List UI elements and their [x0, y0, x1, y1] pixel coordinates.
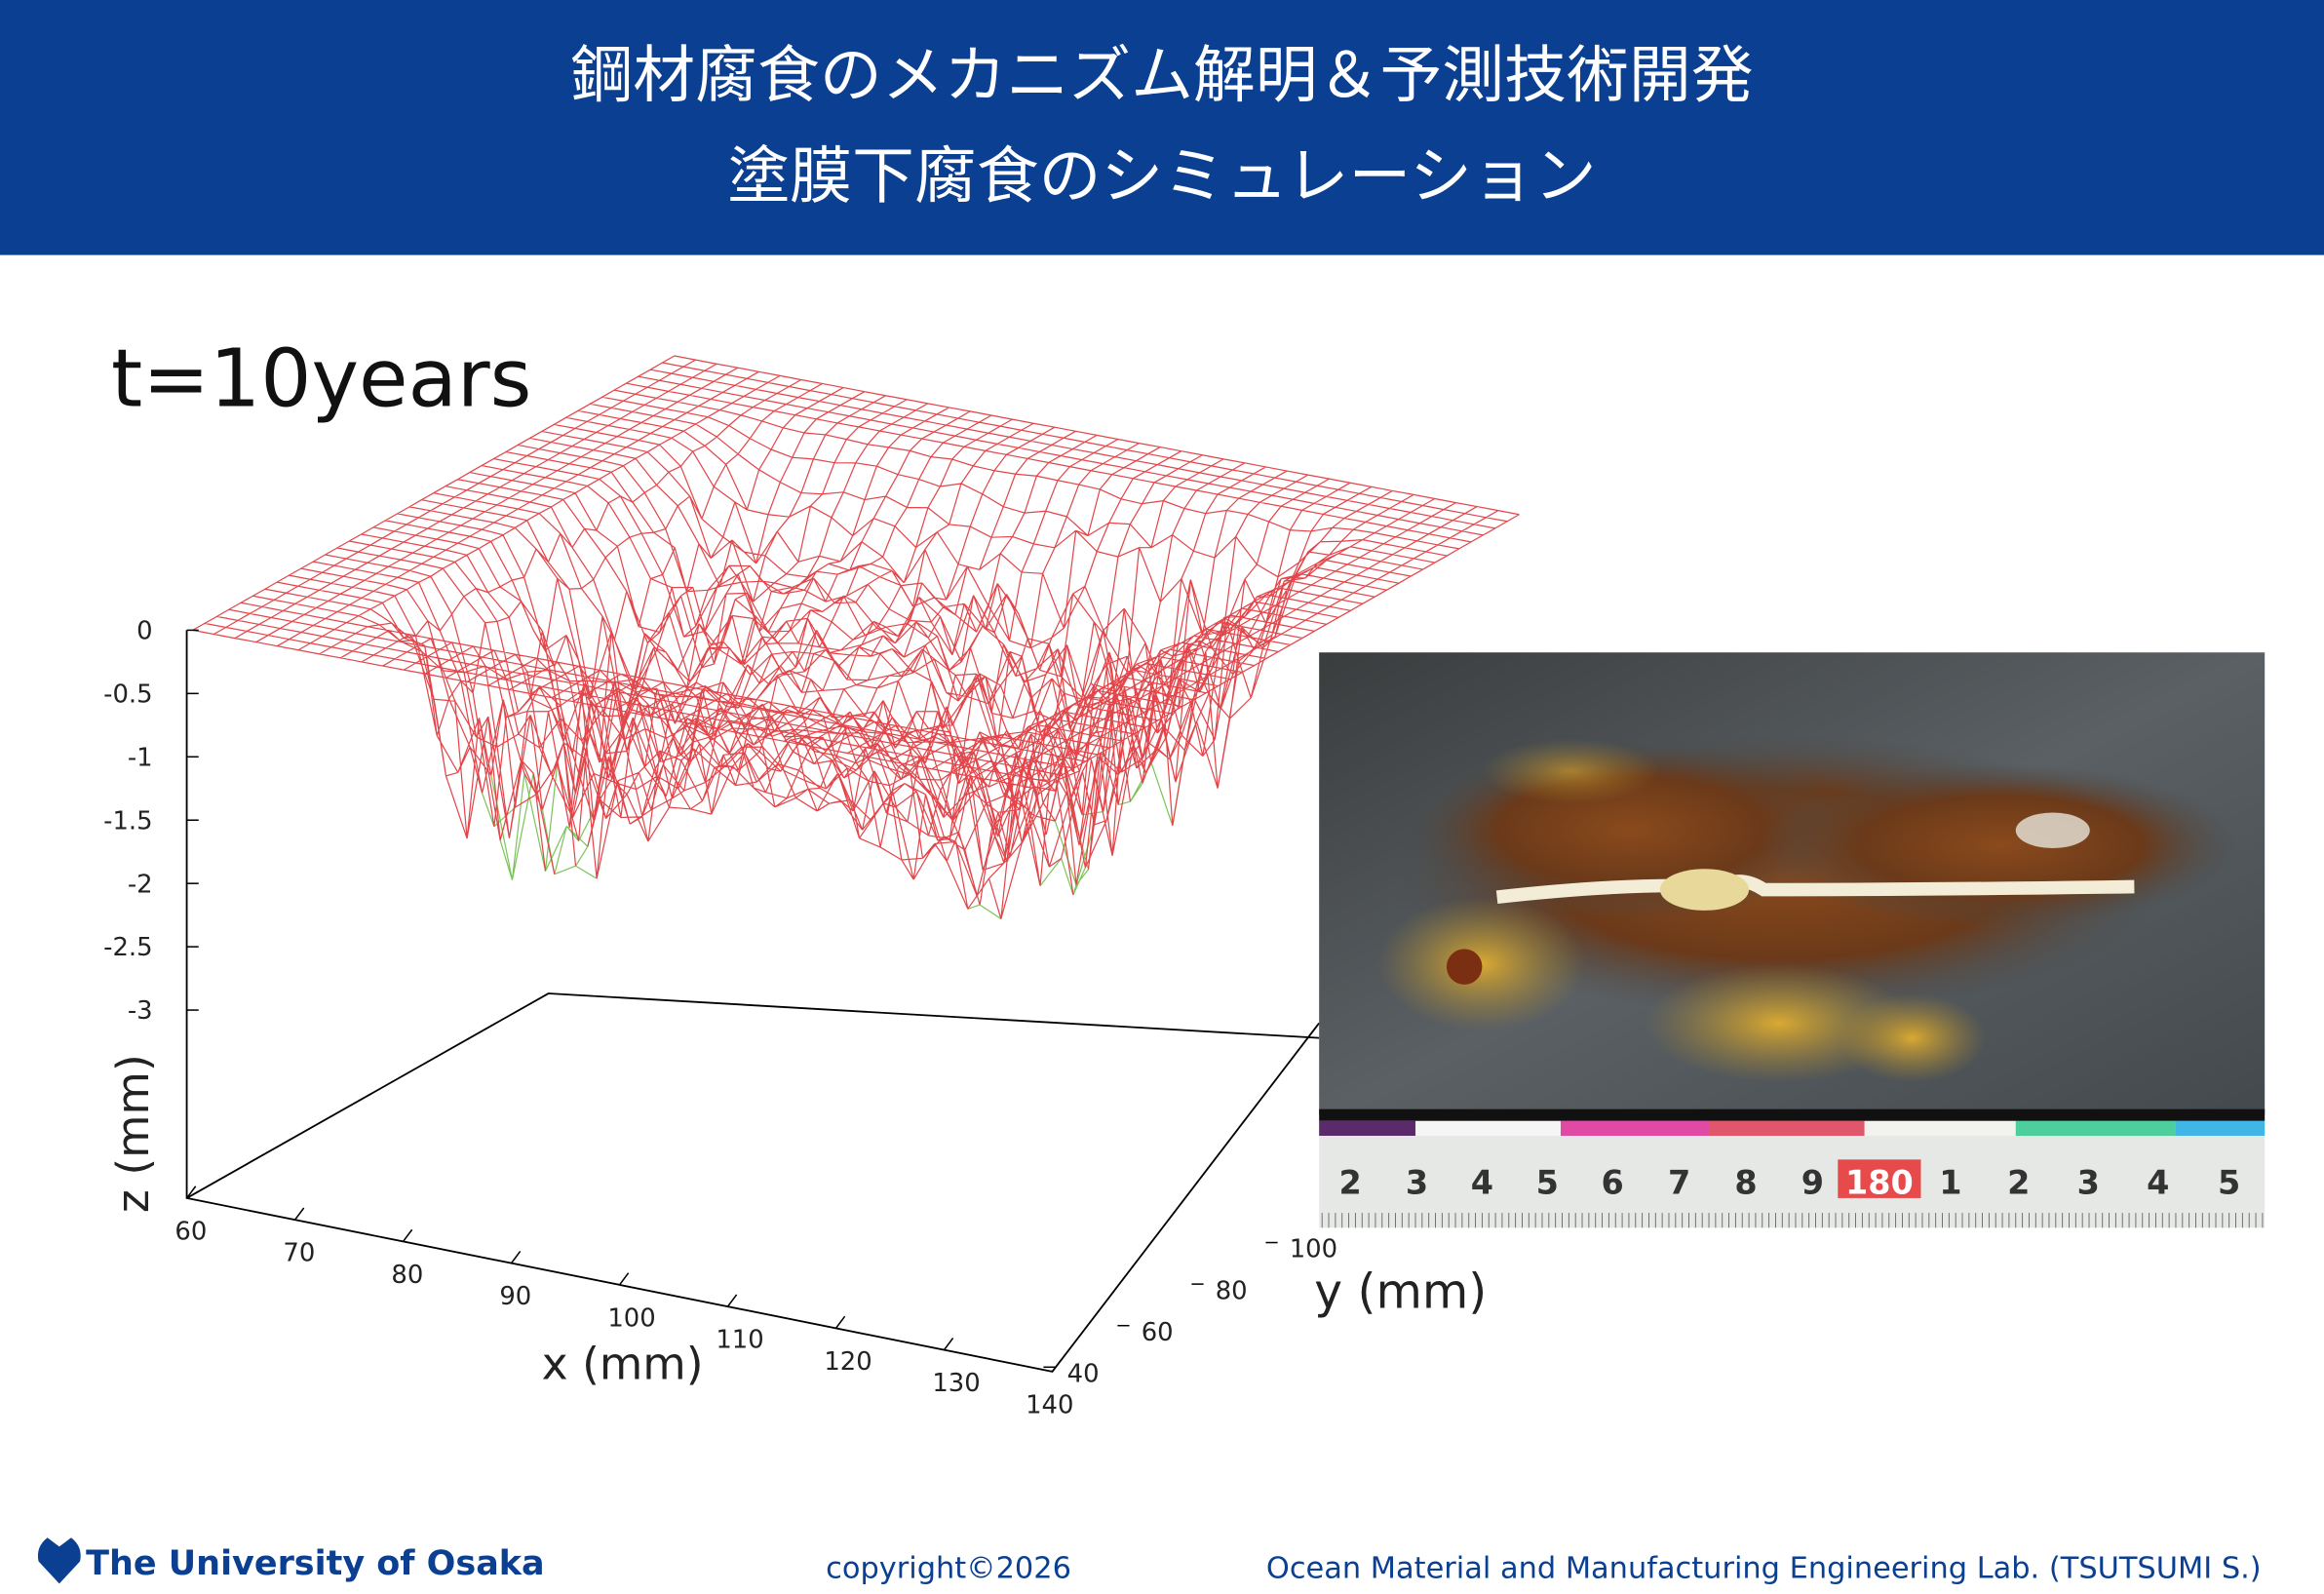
- x-tick-label: 100: [607, 1303, 655, 1333]
- plot-label: t=10years: [111, 333, 531, 426]
- x-tick: [834, 1315, 846, 1329]
- x-tick-label: 140: [1026, 1390, 1073, 1419]
- ruler-label: 180: [1845, 1163, 1914, 1201]
- university-name: The University of Osaka: [86, 1544, 544, 1583]
- header-bar: [0, 0, 2324, 255]
- ruler-label: 4: [2147, 1163, 2169, 1201]
- ruler-highlight: [1838, 1159, 1921, 1198]
- x-tick: [618, 1272, 630, 1286]
- z-tick-label: -2: [128, 870, 153, 899]
- ruler-label: 7: [1668, 1163, 1690, 1201]
- z-tick-label: -3: [128, 996, 153, 1026]
- z-tick-label: 0: [136, 617, 152, 646]
- x-tick: [185, 1186, 197, 1199]
- z-tick-label: -1: [128, 743, 153, 772]
- y-tick-label: 100: [1290, 1235, 1337, 1264]
- x-tick: [726, 1294, 738, 1307]
- y-tick-label: 60: [1142, 1318, 1174, 1347]
- x-tick: [943, 1337, 954, 1351]
- ruler-label: 6: [1602, 1163, 1624, 1201]
- z-tick-label: -0.5: [103, 680, 152, 709]
- x-tick-label: 70: [283, 1239, 315, 1268]
- x-tick: [402, 1228, 413, 1242]
- ruler-label: 1: [1939, 1163, 1961, 1201]
- lab-name: Ocean Material and Manufacturing Enginee…: [1266, 1551, 2262, 1585]
- ruler-label: 8: [1734, 1163, 1757, 1201]
- university-logo: [37, 1537, 81, 1584]
- x-tick-label: 110: [716, 1326, 763, 1355]
- ruler-label: 3: [1406, 1163, 1428, 1201]
- copyright: copyright©2026: [826, 1551, 1071, 1585]
- ruler-label: 3: [2077, 1163, 2100, 1201]
- y-tick-label: 40: [1067, 1360, 1100, 1389]
- corrosion-photo: 2 3 4 5 6 7 8 9 180 1 2 3 4 5: [1319, 652, 2266, 1228]
- y-tick-label: 80: [1216, 1276, 1248, 1305]
- z-axis-label: z (mm): [107, 1054, 159, 1213]
- x-tick-label: 80: [391, 1261, 423, 1290]
- x-tick-label: 130: [932, 1369, 980, 1398]
- ruler-label: 2: [1338, 1163, 1361, 1201]
- ruler-label: 5: [2218, 1163, 2240, 1201]
- y-axis-label: y (mm): [1314, 1264, 1487, 1319]
- title-line: 塗膜下腐食のシミュレーション: [727, 140, 1596, 213]
- ruler-label: 5: [1536, 1163, 1559, 1201]
- ruler-label: 2: [2007, 1163, 2030, 1201]
- mesh-upper: [192, 355, 1520, 919]
- title-line: 鋼材腐食のメカニズム解明＆予測技術開発: [570, 40, 1753, 112]
- x-tick: [293, 1207, 305, 1221]
- x-tick-label: 90: [499, 1282, 531, 1311]
- surface-plot: 0 -0.5 -1 -1.5 -2 -2.5 -3 z (mm) 60 70 80 90 100 110 1…: [103, 355, 1520, 1419]
- x-tick-label: 60: [174, 1217, 207, 1246]
- x-tick: [510, 1251, 522, 1264]
- z-tick-label: -1.5: [103, 806, 152, 836]
- x-axis-label: x (mm): [542, 1338, 704, 1389]
- x-tick: [1051, 1359, 1063, 1373]
- ruler-label: 4: [1471, 1163, 1493, 1201]
- z-tick-label: -2.5: [103, 933, 152, 962]
- x-tick-label: 120: [824, 1347, 872, 1377]
- ruler-label: 9: [1801, 1163, 1824, 1201]
